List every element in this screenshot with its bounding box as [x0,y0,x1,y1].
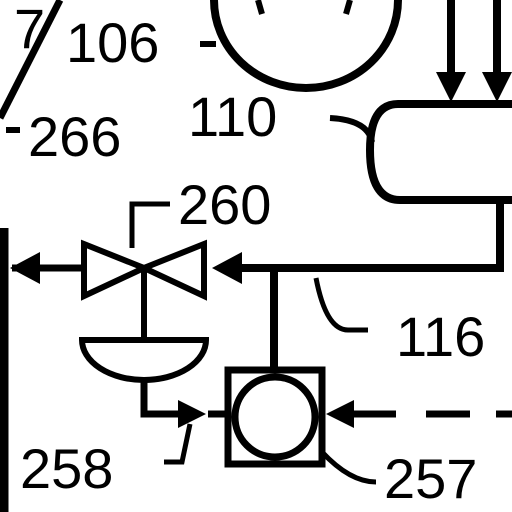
valve-260-right-triangle [136,239,207,301]
down-arrow-1-head [436,72,466,102]
label-116: 116 [396,305,485,368]
main-line-116 [238,200,504,272]
component-257-circle [231,373,319,461]
valve-260-left-triangle [81,239,152,301]
inlet-arrow-head-257 [326,400,354,428]
actuator-258 [78,337,210,383]
down-arrow-2-head [482,72,512,102]
leader-260 [129,201,170,248]
label-7: 7 [14,0,45,60]
label-110: 110 [188,85,277,148]
label-106: 106 [66,11,159,74]
leader-257 [320,450,377,485]
circle-tick-left [255,0,265,15]
label-257: 257 [384,447,477,510]
component-257-box [224,366,326,468]
signal-line-258 [140,378,180,418]
label-266: 266 [28,105,121,168]
leader-258 [164,423,193,465]
leader-116 [313,277,368,333]
label-258: 258 [20,437,113,500]
label-260: 260 [178,173,271,236]
component-110-block [365,100,512,204]
outlet-arrow-head [10,252,40,284]
leader-line-7 [0,0,64,120]
circle-tick-right [343,0,353,15]
leader-110 [329,115,375,143]
signal-arrow-head-258 [178,400,206,428]
valve-inlet-arrow-head [212,252,242,284]
component-106-circle [210,0,402,92]
